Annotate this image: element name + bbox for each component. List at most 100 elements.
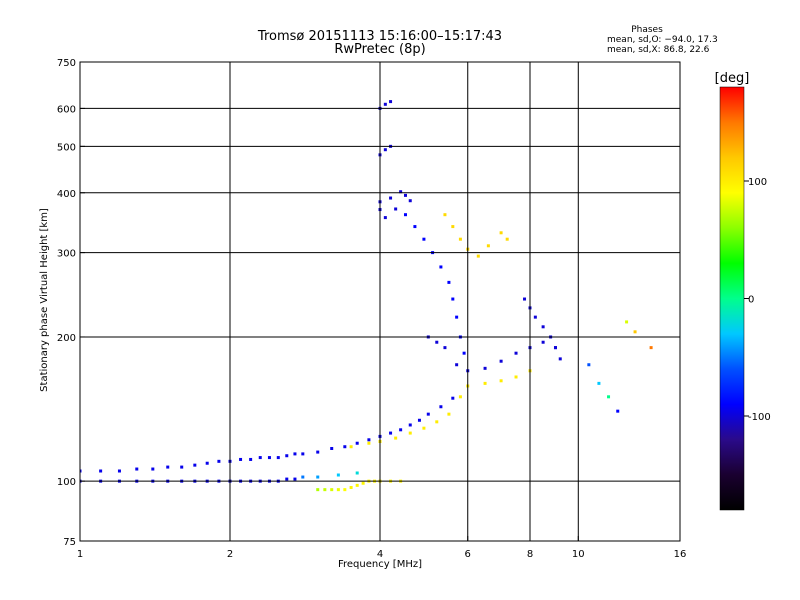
data-point: [316, 475, 320, 479]
data-point: [249, 457, 253, 461]
data-point: [336, 488, 340, 492]
data-point: [616, 409, 620, 413]
data-point: [541, 340, 545, 344]
y-tick-label: 200: [57, 333, 76, 344]
x-tick-label: 4: [377, 549, 383, 560]
x-tick-label: 16: [674, 549, 687, 560]
data-point: [597, 381, 601, 385]
data-point: [455, 363, 459, 367]
data-point: [426, 412, 430, 416]
data-point: [258, 456, 262, 460]
data-point: [355, 441, 359, 445]
data-point: [505, 237, 509, 241]
data-point: [383, 216, 387, 220]
data-point: [403, 193, 407, 197]
data-point: [514, 375, 518, 379]
y-tick-label: 100: [57, 477, 76, 488]
x-tick-label: 2: [227, 549, 233, 560]
data-point: [607, 395, 611, 399]
y-tick-label: 300: [57, 249, 76, 260]
data-point: [541, 325, 545, 329]
data-point: [553, 346, 557, 350]
data-point: [458, 395, 462, 399]
data-point: [533, 315, 537, 319]
data-point: [166, 465, 170, 469]
chart-subtitle: RwPretec (8p): [334, 42, 425, 57]
data-point: [316, 450, 320, 454]
data-point: [276, 456, 280, 460]
data-point: [447, 412, 451, 416]
data-point: [483, 381, 487, 385]
data-point: [355, 483, 359, 487]
x-tick-label: 10: [572, 549, 585, 560]
x-axis-label: Frequency [MHz]: [338, 559, 422, 570]
data-point: [293, 452, 297, 456]
info-header: Phases: [631, 25, 663, 35]
data-point: [499, 379, 503, 383]
data-point: [455, 315, 459, 319]
data-point: [447, 280, 451, 284]
data-point: [499, 359, 503, 363]
data-point: [394, 436, 398, 440]
colorbar-tick-label: 0: [748, 295, 754, 306]
data-point: [499, 231, 503, 235]
data-point: [99, 469, 103, 473]
data-point: [343, 445, 347, 449]
data-point: [649, 346, 653, 350]
data-point: [625, 320, 629, 324]
data-point: [462, 351, 466, 355]
data-point: [383, 148, 387, 152]
data-point: [483, 366, 487, 370]
data-point: [135, 467, 139, 471]
data-point: [439, 405, 443, 409]
data-points: [80, 100, 653, 492]
data-point: [205, 461, 209, 465]
data-point: [394, 207, 398, 211]
x-axis: 1 2 4 6 8 10 16: [77, 536, 687, 560]
data-point: [323, 488, 327, 492]
colorbar-ticks: 100 0 -100: [744, 177, 771, 423]
data-point: [389, 196, 393, 200]
data-point: [413, 225, 417, 229]
y-axis: 75 100 200 300 400 500 600 750: [57, 58, 85, 548]
data-point: [285, 454, 289, 458]
data-point: [486, 244, 490, 248]
data-point: [633, 330, 637, 334]
x-tick-label: 8: [527, 549, 533, 560]
info-line-x: mean, sd,X: 86.8, 22.6: [607, 45, 710, 55]
chart-title: Tromsø 20151113 15:16:00–15:17:43: [257, 29, 502, 44]
y-tick-label: 400: [57, 189, 76, 200]
data-point: [355, 471, 359, 475]
y-tick-label: 750: [57, 58, 76, 69]
info-line-o: mean, sd,O: −94.0, 17.3: [607, 35, 718, 45]
data-point: [180, 465, 184, 469]
y-tick-label: 75: [63, 537, 76, 548]
data-point: [399, 190, 403, 194]
data-point: [389, 431, 393, 435]
data-point: [443, 346, 447, 350]
data-point: [435, 340, 439, 344]
colorbar-tick-label: -100: [748, 412, 771, 423]
data-point: [239, 457, 243, 461]
data-point: [117, 469, 121, 473]
y-tick-label: 600: [57, 104, 76, 115]
data-point: [267, 456, 271, 460]
data-point: [361, 481, 365, 485]
data-point: [285, 477, 289, 481]
data-point: [301, 475, 305, 479]
data-point: [193, 463, 197, 467]
data-point: [451, 225, 455, 229]
data-point: [383, 102, 387, 106]
data-point: [151, 467, 155, 471]
data-point: [422, 237, 426, 241]
data-point: [435, 420, 439, 424]
data-point: [476, 254, 480, 258]
data-point: [343, 488, 347, 492]
data-point: [558, 357, 562, 361]
colorbar: [719, 86, 745, 511]
data-point: [336, 473, 340, 477]
data-point: [330, 488, 334, 492]
data-point: [293, 477, 297, 481]
data-point: [451, 396, 455, 400]
